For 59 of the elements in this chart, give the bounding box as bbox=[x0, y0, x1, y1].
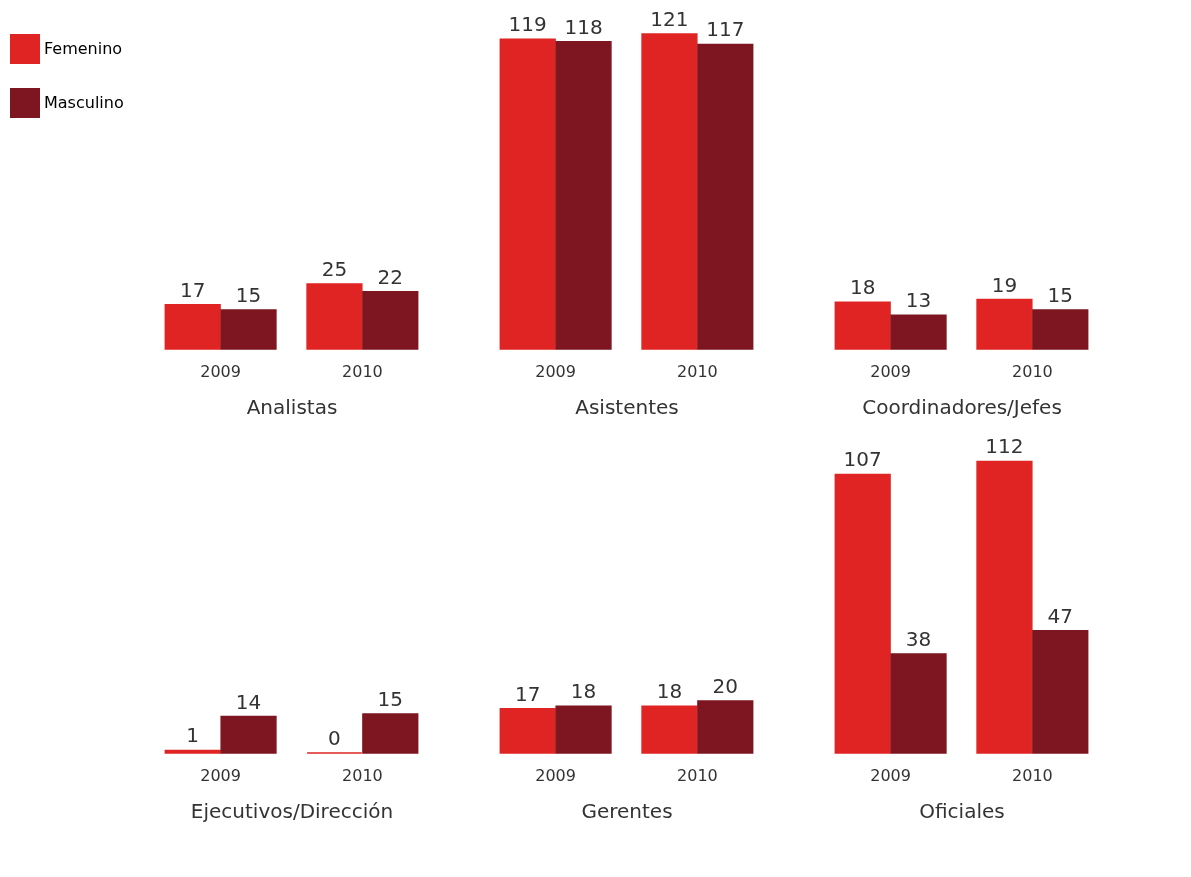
bar bbox=[834, 301, 891, 350]
bar bbox=[362, 290, 419, 350]
bar bbox=[890, 653, 947, 754]
data-label: 17 bbox=[514, 681, 541, 706]
x-tick-label: 2009 bbox=[535, 361, 576, 381]
x-tick-label: 2010 bbox=[1012, 361, 1053, 381]
x-axis-title: Ejecutivos/Dirección bbox=[190, 798, 394, 823]
bar bbox=[220, 715, 277, 754]
x-tick-label: 2010 bbox=[1012, 765, 1053, 785]
x-tick-label: 2010 bbox=[342, 361, 383, 381]
data-label: 118 bbox=[564, 14, 603, 39]
x-axis-title: Asistentes bbox=[575, 394, 679, 419]
data-label: 117 bbox=[706, 17, 745, 42]
bar bbox=[976, 298, 1033, 350]
legend-label: Masculino bbox=[44, 93, 124, 112]
data-label: 15 bbox=[1047, 282, 1074, 307]
bar bbox=[362, 713, 419, 754]
bar bbox=[976, 460, 1033, 754]
data-label: 47 bbox=[1047, 603, 1074, 628]
x-axis-title: Coordinadores/Jefes bbox=[862, 394, 1062, 419]
bar bbox=[1032, 629, 1089, 754]
data-label: 38 bbox=[905, 627, 932, 652]
data-label: 19 bbox=[991, 272, 1018, 297]
x-tick-label: 2010 bbox=[342, 765, 383, 785]
data-label: 15 bbox=[377, 686, 404, 711]
x-tick-label: 2009 bbox=[200, 765, 241, 785]
x-axis-title: Oficiales bbox=[919, 798, 1005, 823]
bar bbox=[1032, 309, 1089, 350]
x-tick-label: 2009 bbox=[870, 361, 911, 381]
data-label: 1 bbox=[186, 723, 200, 748]
x-tick-label: 2009 bbox=[870, 765, 911, 785]
data-label: 112 bbox=[985, 434, 1024, 459]
data-label: 107 bbox=[843, 447, 882, 472]
data-label: 25 bbox=[321, 256, 348, 281]
legend-label: Femenino bbox=[44, 39, 123, 58]
data-label: 18 bbox=[656, 679, 683, 704]
x-tick-label: 2009 bbox=[535, 765, 576, 785]
data-label: 14 bbox=[235, 689, 262, 714]
data-label: 18 bbox=[570, 679, 597, 704]
x-axis-title: Analistas bbox=[246, 394, 338, 419]
bar bbox=[164, 749, 221, 754]
bar bbox=[890, 314, 947, 350]
bar bbox=[164, 303, 221, 350]
data-label: 121 bbox=[650, 7, 689, 31]
x-tick-label: 2010 bbox=[677, 361, 718, 381]
x-tick-label: 2010 bbox=[677, 765, 718, 785]
data-label: 0 bbox=[328, 726, 341, 750]
bar bbox=[220, 309, 277, 350]
x-tick-label: 2009 bbox=[200, 361, 241, 381]
data-label: 15 bbox=[235, 282, 262, 307]
data-label: 18 bbox=[849, 275, 876, 300]
data-label: 119 bbox=[508, 12, 547, 37]
data-label: 13 bbox=[905, 288, 932, 313]
data-label: 20 bbox=[712, 673, 739, 698]
bar bbox=[306, 283, 363, 350]
bar bbox=[834, 473, 891, 754]
data-label: 17 bbox=[179, 277, 206, 302]
x-axis-title: Gerentes bbox=[581, 798, 673, 823]
data-label: 22 bbox=[377, 264, 404, 289]
